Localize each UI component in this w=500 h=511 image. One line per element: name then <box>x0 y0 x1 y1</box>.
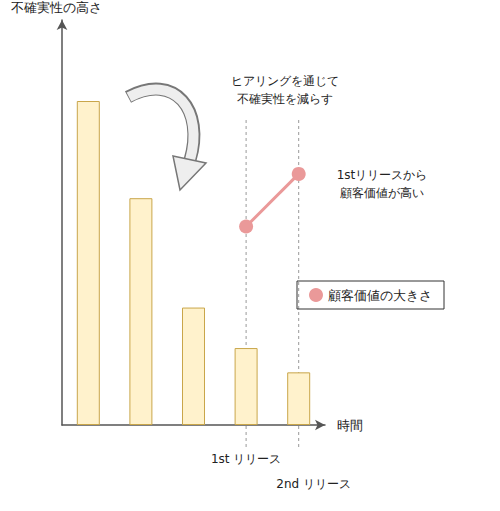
svg-text:顧客価値が高い: 顧客価値が高い <box>340 186 424 200</box>
svg-text:顧客価値の大きさ: 顧客価値の大きさ <box>328 288 432 303</box>
svg-text:不確実性を減らす: 不確実性を減らす <box>237 92 333 106</box>
svg-text:時間: 時間 <box>337 418 363 433</box>
svg-text:2nd リリース: 2nd リリース <box>276 477 351 491</box>
svg-text:1st リリース: 1st リリース <box>211 452 281 466</box>
svg-text:ヒアリングを通じて: ヒアリングを通じて <box>231 74 339 88</box>
svg-text:1stリリースから: 1stリリースから <box>337 168 428 182</box>
svg-text:不確実性の高さ: 不確実性の高さ <box>11 0 102 15</box>
